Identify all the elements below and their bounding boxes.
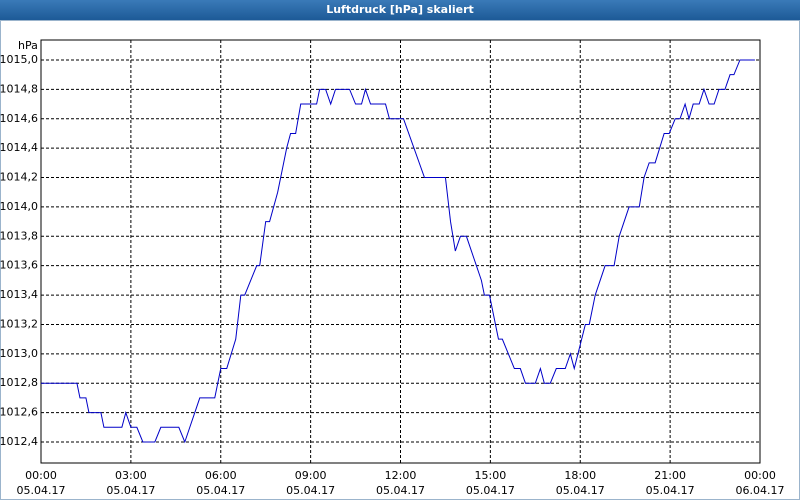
x-tick-label: 03:00 (115, 469, 147, 482)
x-tick-label: 21:00 (654, 469, 686, 482)
x-tick-label: 06:00 (205, 469, 237, 482)
y-tick-label: 1013,6 (0, 259, 38, 272)
y-tick-label: 1015,0 (0, 53, 38, 66)
x-tick-label: 00:00 (744, 469, 776, 482)
chart-title: Luftdruck [hPa] skaliert (326, 3, 474, 16)
y-tick-label: 1013,2 (0, 317, 38, 330)
y-tick-label: 1014,2 (0, 171, 38, 184)
y-tick-label: 1014,8 (0, 82, 38, 95)
x-tick-label: 12:00 (385, 469, 417, 482)
y-tick-label: 1014,4 (0, 141, 38, 154)
x-tick-date: 06.04.17 (736, 484, 785, 497)
y-tick-label: 1012,4 (0, 435, 38, 448)
x-tick-label: 15:00 (475, 469, 507, 482)
x-tick-label: 00:00 (25, 469, 57, 482)
y-tick-label: 1013,0 (0, 347, 38, 360)
y-tick-label: 1013,4 (0, 288, 38, 301)
x-tick-date: 05.04.17 (196, 484, 245, 497)
x-tick-label: 18:00 (564, 469, 596, 482)
y-tick-label: 1012,8 (0, 376, 38, 389)
y-unit: hPa (18, 39, 38, 52)
title-bar (0, 0, 800, 20)
x-tick-label: 09:00 (295, 469, 327, 482)
x-tick-date: 05.04.17 (17, 484, 66, 497)
x-tick-date: 05.04.17 (106, 484, 155, 497)
data-line (41, 59, 755, 444)
x-tick-date: 05.04.17 (556, 484, 605, 497)
y-tick-label: 1012,6 (0, 406, 38, 419)
y-tick-label: 1014,6 (0, 112, 38, 125)
y-tick-label: 1013,8 (0, 229, 38, 242)
x-tick-date: 05.04.17 (376, 484, 425, 497)
y-tick-label: 1014,0 (0, 200, 38, 213)
x-tick-date: 05.04.17 (286, 484, 335, 497)
x-tick-date: 05.04.17 (646, 484, 695, 497)
x-tick-date: 05.04.17 (466, 484, 515, 497)
